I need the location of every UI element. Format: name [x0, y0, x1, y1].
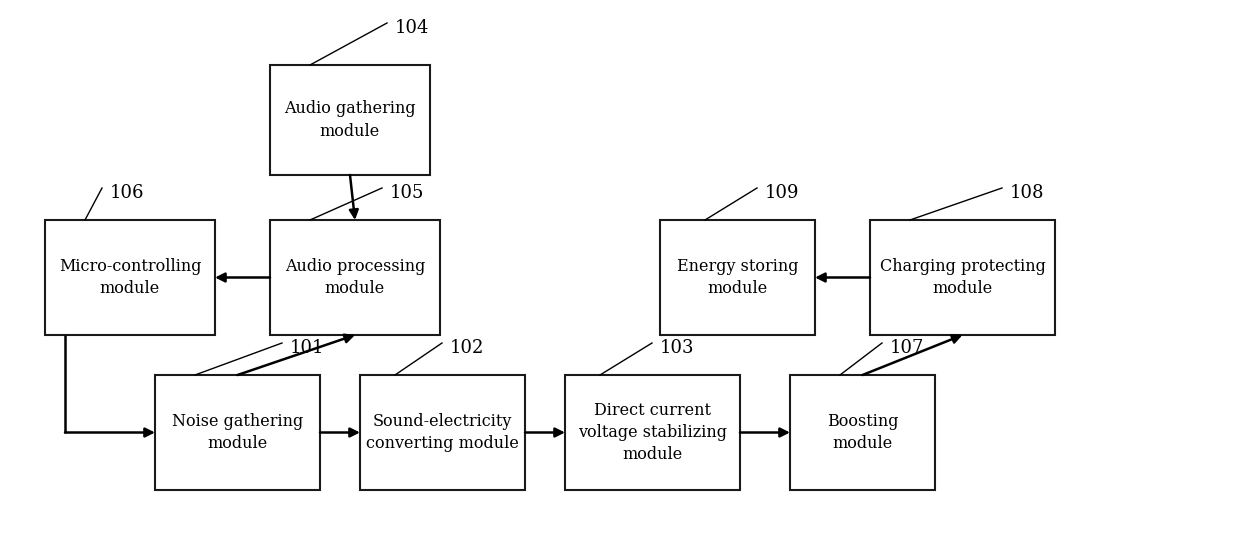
Text: 103: 103 — [660, 339, 694, 357]
Text: Charging protecting
module: Charging protecting module — [879, 258, 1045, 297]
Text: 108: 108 — [1011, 184, 1044, 202]
Bar — [360, 375, 525, 490]
Text: 109: 109 — [765, 184, 800, 202]
Text: Audio gathering
module: Audio gathering module — [284, 100, 415, 140]
Text: 102: 102 — [450, 339, 485, 357]
Text: Sound-electricity
converting module: Sound-electricity converting module — [366, 413, 518, 452]
Text: 101: 101 — [290, 339, 325, 357]
Bar — [270, 220, 440, 335]
Text: Audio processing
module: Audio processing module — [285, 258, 425, 297]
Bar — [45, 220, 215, 335]
Text: 107: 107 — [890, 339, 924, 357]
Text: Boosting
module: Boosting module — [827, 413, 898, 452]
Bar — [790, 375, 935, 490]
Text: 104: 104 — [396, 19, 429, 37]
Bar — [270, 65, 430, 175]
Bar — [660, 220, 815, 335]
Bar — [565, 375, 740, 490]
Text: 106: 106 — [110, 184, 145, 202]
Text: Energy storing
module: Energy storing module — [677, 258, 799, 297]
Text: 105: 105 — [391, 184, 424, 202]
Text: Micro-controlling
module: Micro-controlling module — [58, 258, 201, 297]
Bar — [155, 375, 320, 490]
Text: Direct current
voltage stabilizing
module: Direct current voltage stabilizing modul… — [578, 402, 727, 463]
Text: Noise gathering
module: Noise gathering module — [172, 413, 303, 452]
Bar — [870, 220, 1055, 335]
